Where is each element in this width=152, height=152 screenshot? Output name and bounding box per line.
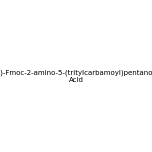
- Text: (S)-Fmoc-2-amino-5-(tritylcarbamoyl)pentanoic Acid: (S)-Fmoc-2-amino-5-(tritylcarbamoyl)pent…: [0, 69, 152, 83]
